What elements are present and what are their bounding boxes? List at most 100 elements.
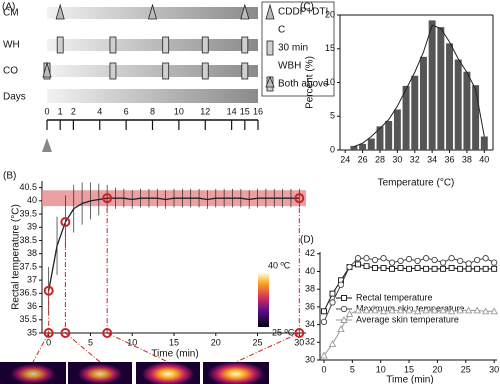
x-tick-label: 32 [410, 154, 420, 164]
series-marker [354, 306, 362, 314]
row-label: CM [3, 8, 19, 19]
day-tick-label: 6 [124, 106, 129, 116]
series-marker [372, 264, 378, 271]
series-marker [447, 307, 456, 315]
series-marker [465, 260, 472, 267]
series-marker [329, 290, 336, 297]
drug-marker [55, 3, 65, 20]
bar [376, 126, 384, 150]
series-marker [346, 263, 353, 271]
x-tick-label: 24 [340, 154, 350, 164]
series-marker [423, 265, 430, 272]
guide [235, 332, 300, 363]
legend-label: 30 min [278, 43, 308, 54]
y-tick-label: 38 [305, 284, 315, 294]
series-marker [329, 299, 336, 306]
series-marker [491, 259, 498, 266]
thermal-blob [142, 362, 194, 384]
bar [419, 56, 427, 150]
y-tick-label: 32 [305, 337, 315, 347]
series-marker [371, 306, 379, 314]
wbh-marker [241, 62, 249, 80]
legend-label: Average skin temperature [356, 314, 459, 324]
row-label: CO [3, 66, 18, 77]
series-marker [389, 265, 395, 272]
day-tick-label: 0 [44, 106, 49, 116]
bar [359, 143, 367, 150]
series-marker [431, 265, 438, 272]
x-tick-label: 5 [350, 364, 355, 374]
x-tick-label: 28 [375, 154, 385, 164]
x-tick-label: 25 [461, 364, 471, 374]
series-marker [456, 306, 464, 314]
x-tick-label: 26 [358, 154, 368, 164]
y-tick-label: 40 [27, 195, 37, 205]
wbh-marker [56, 36, 64, 54]
series-marker [388, 259, 396, 266]
highlight-point [102, 193, 113, 204]
colorbar-label: 40 ºC [268, 260, 291, 270]
series-marker [396, 306, 405, 314]
highlight-axis [294, 328, 305, 338]
series-marker [482, 265, 489, 272]
days-bar [47, 89, 258, 103]
y-tick-label: 37.5 [19, 261, 37, 271]
x-tick-label: 5 [88, 337, 93, 347]
series-marker [473, 256, 481, 264]
y-axis-title: Percent (%) [305, 56, 316, 109]
highlight-point [60, 216, 71, 227]
y-tick-label: 36.5 [19, 288, 37, 298]
legend-label: WBH [278, 61, 301, 72]
bar [428, 20, 436, 151]
legend-marker [341, 295, 347, 301]
highlight-axis [102, 328, 113, 338]
bar [350, 145, 358, 150]
legend-label: Maximum skin temperature [356, 303, 465, 313]
bar [437, 27, 445, 150]
fit-line [353, 24, 485, 148]
x-tick-label: 30 [294, 337, 304, 347]
series-marker [413, 307, 422, 315]
series-marker [464, 306, 473, 314]
series-marker [448, 255, 455, 262]
y-tick-label: 30 [305, 354, 315, 364]
series-marker [482, 255, 489, 262]
x-axis-title: Temperature (°C) [378, 178, 455, 189]
day-tick-label: 4 [97, 106, 102, 116]
bar [446, 43, 454, 150]
series-marker [380, 264, 387, 271]
x-tick-label: 10 [127, 337, 137, 347]
panel-label: (D) [300, 235, 314, 246]
series-marker [371, 256, 379, 264]
series-marker [422, 306, 430, 314]
legend-symbol [266, 40, 274, 56]
highlight-axis [43, 328, 54, 338]
y-tick-label: 39 [27, 222, 37, 232]
y-tick-label: 15 [325, 43, 335, 53]
series-marker [388, 306, 396, 314]
x-tick-label: 10 [376, 364, 386, 374]
wbh-marker [201, 36, 209, 54]
x-tick-label: 30 [392, 154, 402, 164]
legend-label: C [278, 25, 285, 36]
row-bar [47, 65, 258, 77]
series-marker [363, 263, 370, 270]
bar [472, 85, 480, 150]
y-tick-label: 36 [305, 301, 315, 311]
y-tick-label: 37 [27, 275, 37, 285]
temperature-line [48, 197, 300, 291]
y-tick-label: 39.5 [19, 208, 37, 218]
bar [480, 136, 488, 150]
legend-symbol [265, 3, 275, 20]
bar [454, 59, 462, 150]
y-tick-label: 35 [27, 327, 37, 337]
legend-label: Both above [278, 79, 329, 90]
series-marker [397, 264, 404, 271]
series-marker [355, 261, 361, 268]
colorbar-label: 25 ºC [272, 327, 295, 337]
x-tick-label: 20 [432, 364, 442, 374]
y-tick-label: 38 [27, 248, 37, 258]
series-marker [328, 340, 337, 348]
x-axis-title: Time (min) [151, 349, 198, 360]
